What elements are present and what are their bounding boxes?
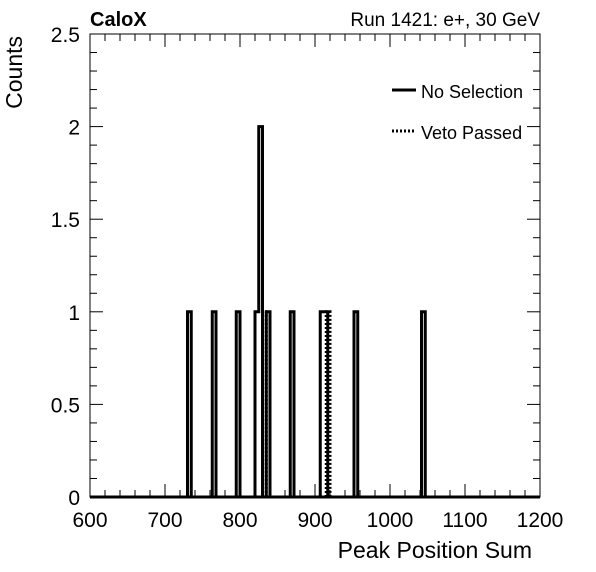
legend: No Selection Veto Passed <box>392 82 523 143</box>
series-0-histogram <box>186 125 427 497</box>
y-tick-label: 1.5 <box>51 209 80 232</box>
x-tick-label: 600 <box>72 509 107 532</box>
x-tick-label: 1000 <box>367 509 414 532</box>
plot-area <box>89 33 541 499</box>
tick-labels: 600 700 800 900 1000 1100 1200 0 0.5 1 1.5 2 2.5 <box>51 24 564 532</box>
experiment-label: CaloX <box>90 9 147 31</box>
legend-label-no-selection: No Selection <box>421 82 523 102</box>
x-tick-label: 700 <box>147 509 182 532</box>
y-tick-label: 2.5 <box>51 24 80 47</box>
series-1-histogram <box>261 310 332 497</box>
y-tick-label: 0 <box>68 487 80 510</box>
y-tick-label: 0.5 <box>51 394 80 417</box>
plot-frame <box>89 33 541 498</box>
x-tick-label: 1200 <box>517 509 564 532</box>
legend-label-veto-passed: Veto Passed <box>421 123 522 143</box>
axis-ticks <box>89 33 541 498</box>
run-info-label: Run 1421: e+, 30 GeV <box>350 10 540 31</box>
y-axis-title: Counts <box>1 36 27 109</box>
x-axis-title: Peak Position Sum <box>338 537 532 563</box>
y-tick-label: 1 <box>68 302 80 325</box>
x-tick-label: 1100 <box>442 509 487 532</box>
y-tick-label: 2 <box>68 117 80 140</box>
x-tick-label: 800 <box>222 509 257 532</box>
x-tick-label: 900 <box>297 509 332 532</box>
